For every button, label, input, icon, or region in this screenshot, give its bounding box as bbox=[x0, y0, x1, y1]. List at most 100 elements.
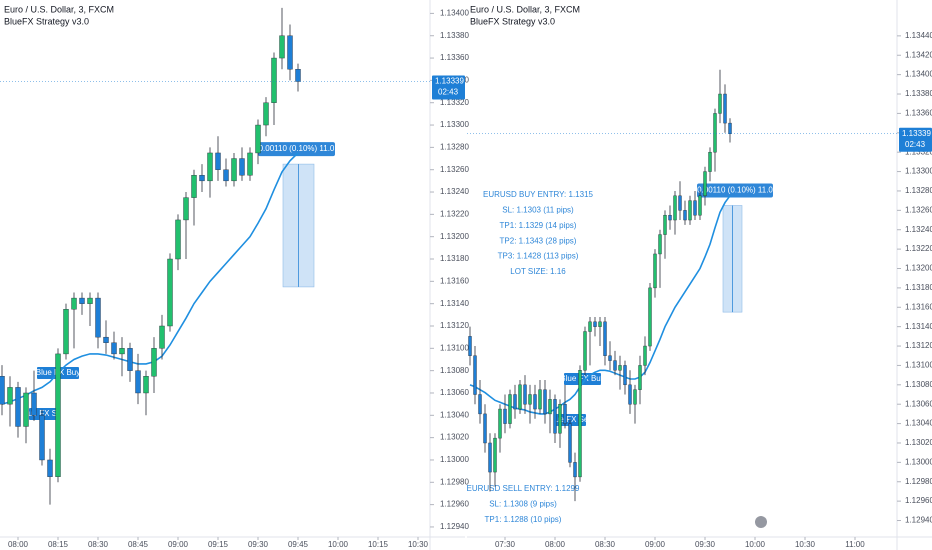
chart-title: Euro / U.S. Dollar, 3, FXCM bbox=[470, 4, 580, 14]
setup-line: LOT SIZE: 1.16 bbox=[510, 267, 566, 276]
candle-body bbox=[7, 387, 13, 405]
candle-body bbox=[223, 169, 229, 182]
y-tick-label: 1.13080 bbox=[905, 380, 932, 389]
y-tick-label: 1.12980 bbox=[905, 477, 932, 486]
y-tick-label: 1.13300 bbox=[440, 120, 469, 129]
y-tick-label: 1.13180 bbox=[905, 283, 932, 292]
x-tick-label: 09:00 bbox=[645, 540, 666, 549]
x-tick-label: 10:15 bbox=[368, 540, 389, 549]
y-tick-label: 1.13240 bbox=[440, 187, 469, 196]
y-tick-label: 1.13160 bbox=[905, 302, 932, 311]
candle-body bbox=[31, 392, 37, 416]
candle-body bbox=[578, 370, 582, 478]
candle-body bbox=[523, 384, 527, 405]
candle-body bbox=[191, 175, 197, 198]
y-tick-label: 1.13200 bbox=[440, 232, 469, 241]
candle-body bbox=[663, 214, 667, 235]
candle-body bbox=[111, 342, 117, 355]
last-price-box bbox=[432, 75, 465, 100]
chart-subtitle: BlueFX Strategy v3.0 bbox=[4, 16, 89, 26]
candle-body bbox=[159, 325, 165, 349]
x-tick-label: 08:15 bbox=[48, 540, 69, 549]
y-tick-label: 1.13100 bbox=[905, 361, 932, 370]
signal-label: Blue FX Buy bbox=[560, 374, 604, 383]
candle-body bbox=[135, 370, 141, 394]
candle-body bbox=[23, 392, 29, 427]
x-tick-label: 10:30 bbox=[408, 540, 429, 549]
y-tick-label: 1.13160 bbox=[440, 276, 469, 285]
candle-body bbox=[183, 197, 189, 221]
candle-body bbox=[271, 57, 277, 103]
candle-body bbox=[468, 336, 472, 356]
candle-body bbox=[718, 93, 722, 114]
signal-label: Blue FX Sell bbox=[21, 409, 65, 418]
y-tick-label: 1.13080 bbox=[440, 366, 469, 375]
candle-body bbox=[633, 389, 637, 405]
candle-body bbox=[673, 195, 677, 221]
setup-line: TP1: 1.1288 (10 pips) bbox=[485, 515, 562, 524]
candle-body bbox=[143, 376, 149, 394]
candle-body bbox=[668, 214, 672, 221]
x-tick-label: 09:30 bbox=[695, 540, 716, 549]
x-tick-label: 09:00 bbox=[168, 540, 189, 549]
measure-label: 0.00110 (0.10%) 11.0 bbox=[697, 186, 773, 195]
countdown-label: 02:43 bbox=[438, 88, 459, 97]
signal-box bbox=[564, 373, 601, 385]
candle-body bbox=[533, 394, 537, 410]
candle-body bbox=[279, 35, 285, 59]
x-tick-label: 10:30 bbox=[795, 540, 816, 549]
candle-body bbox=[508, 394, 512, 424]
candle-body bbox=[623, 365, 627, 386]
y-tick-label: 1.12980 bbox=[440, 477, 469, 486]
candle-body bbox=[207, 152, 213, 182]
candle-body bbox=[558, 404, 562, 434]
candle-body bbox=[488, 442, 492, 473]
candle-body bbox=[513, 394, 517, 410]
y-tick-label: 1.13400 bbox=[905, 70, 932, 79]
y-tick-label: 1.13200 bbox=[905, 264, 932, 273]
candle-body bbox=[287, 35, 293, 70]
setup-line: EURUSD SELL ENTRY: 1.1299 bbox=[467, 484, 580, 493]
x-tick-label: 10:00 bbox=[328, 540, 349, 549]
candle-body bbox=[55, 353, 61, 477]
candle-body bbox=[723, 93, 727, 124]
candle-body bbox=[175, 219, 181, 260]
measure-label-box bbox=[697, 183, 773, 198]
x-tick-label: 10:00 bbox=[745, 540, 766, 549]
y-tick-label: 1.12960 bbox=[440, 500, 469, 509]
candle-body bbox=[15, 387, 21, 427]
y-tick-label: 1.13420 bbox=[905, 50, 932, 59]
candle-body bbox=[39, 415, 45, 461]
candle-body bbox=[231, 158, 237, 182]
y-tick-label: 1.13440 bbox=[905, 31, 932, 40]
y-tick-label: 1.13120 bbox=[440, 321, 469, 330]
moving-average bbox=[1, 152, 299, 405]
y-tick-label: 1.13360 bbox=[440, 53, 469, 62]
candle-body bbox=[538, 389, 542, 410]
candle-body bbox=[613, 360, 617, 371]
candle-body bbox=[648, 287, 652, 347]
setup-line: SL: 1.1303 (11 pips) bbox=[502, 206, 574, 215]
y-tick-label: 1.13040 bbox=[905, 419, 932, 428]
y-tick-label: 1.12940 bbox=[440, 522, 469, 531]
y-tick-label: 1.13100 bbox=[440, 343, 469, 352]
last-price-label: 1.13339 bbox=[435, 77, 464, 86]
candle-body bbox=[79, 297, 85, 304]
candle-body bbox=[643, 345, 647, 366]
setup-line: TP2: 1.1343 (28 pips) bbox=[500, 236, 577, 245]
setup-line: TP1: 1.1329 (14 pips) bbox=[500, 221, 577, 230]
y-tick-label: 1.13380 bbox=[440, 31, 469, 40]
candle-body bbox=[199, 175, 205, 182]
y-tick-label: 1.13220 bbox=[440, 209, 469, 218]
candle-body bbox=[573, 462, 577, 478]
candle-body bbox=[683, 210, 687, 221]
candle-body bbox=[295, 69, 301, 82]
chart-title: Euro / U.S. Dollar, 3, FXCM bbox=[4, 4, 114, 14]
candle-body bbox=[658, 234, 662, 255]
y-tick-label: 1.13060 bbox=[905, 399, 932, 408]
setup-line: EURUSD BUY ENTRY: 1.1315 bbox=[483, 190, 594, 199]
y-tick-label: 1.13020 bbox=[440, 433, 469, 442]
candle-body bbox=[688, 200, 692, 221]
